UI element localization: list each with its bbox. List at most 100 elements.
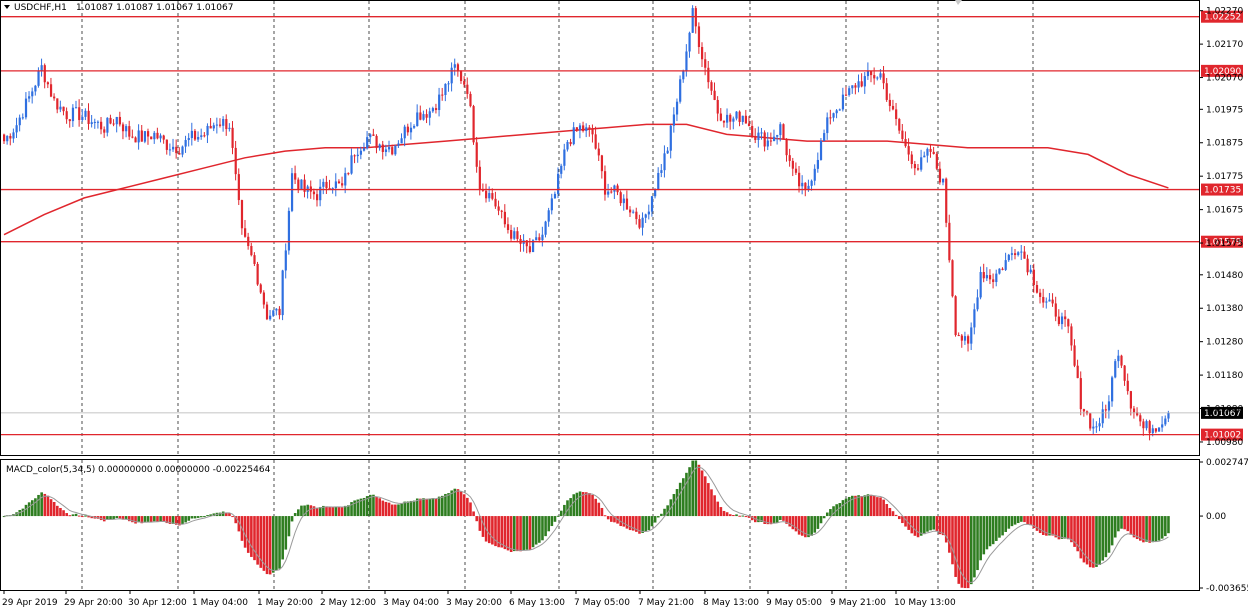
- x-tick-label: 9 May 05:00: [766, 598, 822, 608]
- x-tick-label: 10 May 13:00: [894, 598, 956, 608]
- macd-bar: [816, 516, 820, 529]
- macd-bar: [941, 516, 945, 536]
- candle-body: [1157, 427, 1161, 432]
- macd-bar: [1138, 516, 1142, 541]
- macd-bar: [156, 516, 159, 522]
- macd-bar: [124, 516, 128, 520]
- candle-body: [942, 178, 945, 183]
- candle-body: [1107, 401, 1111, 411]
- macd-bar: [253, 516, 256, 561]
- macd-bar: [719, 507, 723, 517]
- macd-bar: [137, 516, 140, 523]
- candle-body: [672, 114, 676, 126]
- dropdown-triangle-icon[interactable]: [4, 5, 10, 9]
- candle-body: [378, 144, 381, 149]
- macd-bar: [309, 505, 313, 517]
- candle-body: [916, 168, 920, 170]
- macd-bar: [1073, 516, 1076, 547]
- candle-body: [128, 126, 131, 137]
- candle-body: [544, 221, 547, 235]
- macd-histogram: [2, 460, 1170, 589]
- price-pane[interactable]: [0, 0, 1200, 456]
- macd-bar: [672, 494, 676, 517]
- candle-body: [848, 88, 851, 95]
- candle-body: [366, 137, 369, 149]
- macd-bar: [588, 493, 591, 517]
- candle-body: [441, 94, 444, 96]
- macd-bar: [118, 516, 122, 519]
- macd-bar: [1157, 516, 1161, 541]
- candle-body: [209, 125, 212, 129]
- macd-bar: [300, 505, 303, 517]
- candle-body: [754, 136, 757, 140]
- macd-bar: [1101, 516, 1105, 561]
- macd-bar: [516, 516, 519, 552]
- candle-body: [81, 116, 84, 121]
- candle-body: [1045, 301, 1048, 303]
- candle-body: [118, 116, 122, 125]
- candle-body: [256, 263, 259, 285]
- candle-body: [935, 153, 938, 169]
- candle-body: [447, 83, 450, 85]
- macd-bar: [782, 516, 785, 521]
- candle-body: [704, 59, 707, 68]
- macd-bar: [785, 516, 788, 524]
- level-tag-label: 1.02252: [1204, 13, 1241, 23]
- macd-bar: [262, 516, 266, 571]
- candle-body: [638, 219, 641, 228]
- candle-body: [841, 94, 845, 110]
- macd-bar: [434, 498, 438, 517]
- macd-bar: [1079, 516, 1083, 559]
- price-tick-label: 1.01875: [1206, 139, 1243, 149]
- candle-body: [722, 120, 726, 123]
- macd-bar: [973, 516, 976, 578]
- macd-bar: [1076, 516, 1079, 552]
- candle-body: [1073, 345, 1076, 366]
- candle-body: [685, 51, 688, 72]
- macd-bar: [1010, 516, 1014, 527]
- macd-bar: [863, 495, 867, 517]
- macd-bar: [650, 516, 654, 527]
- macd-bar: [49, 499, 53, 517]
- candle-body: [691, 8, 694, 33]
- macd-bar: [153, 516, 156, 522]
- macd-bar: [944, 516, 948, 543]
- candle-body: [901, 130, 904, 139]
- candle-body: [74, 107, 78, 109]
- candle-body: [1085, 411, 1089, 414]
- candle-body: [675, 101, 679, 115]
- candle-body: [428, 111, 431, 118]
- macd-bar: [998, 516, 1001, 538]
- candle-body: [40, 65, 43, 71]
- macd-bar: [90, 516, 94, 519]
- candle-body: [1114, 361, 1117, 378]
- macd-bar: [174, 516, 178, 525]
- macd-bar: [146, 516, 150, 522]
- candle-body: [234, 147, 237, 175]
- macd-bar: [1082, 516, 1086, 563]
- candle-body: [106, 117, 109, 133]
- macd-bar: [697, 464, 701, 517]
- candle-body: [926, 148, 929, 156]
- candle-body: [988, 275, 992, 280]
- candle-body: [1076, 365, 1079, 379]
- macd-bar: [594, 498, 597, 517]
- macd-bar: [522, 516, 525, 551]
- macd-bar: [559, 510, 563, 517]
- macd-bar: [372, 494, 375, 517]
- macd-bar: [578, 491, 582, 517]
- macd-bar: [647, 516, 651, 531]
- candle-body: [929, 148, 932, 152]
- macd-bar: [481, 516, 485, 537]
- macd-bar: [494, 516, 497, 547]
- macd-bar: [644, 516, 648, 532]
- candle-body: [197, 136, 200, 140]
- candle-body: [1098, 423, 1101, 427]
- candle-body: [341, 183, 344, 186]
- candle-body: [650, 196, 654, 212]
- level-tag-label: 1.01002: [1204, 431, 1241, 441]
- macd-bar: [663, 508, 666, 517]
- macd-bar: [872, 496, 876, 517]
- candle-body: [528, 246, 532, 253]
